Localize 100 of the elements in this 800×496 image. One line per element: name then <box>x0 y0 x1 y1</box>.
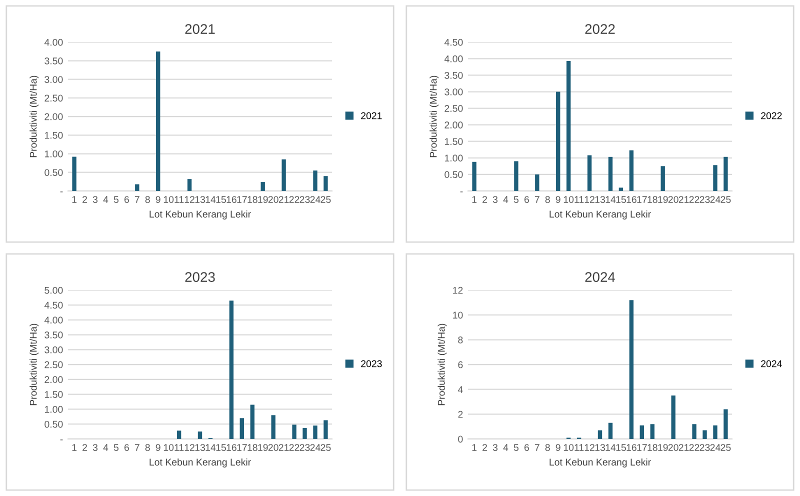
bar <box>702 430 707 439</box>
y-tick-label: 1.00 <box>44 150 63 158</box>
bar <box>671 396 676 439</box>
x-tick-label: 10 <box>564 196 574 203</box>
y-tick-label: 4.50 <box>444 38 463 46</box>
x-tick-label: 7 <box>534 444 540 451</box>
x-tick-label: 14 <box>206 196 216 203</box>
y-tick-label: 3.00 <box>444 88 463 96</box>
y-axis-title: Produktiviti (Mt/Ha) <box>30 76 39 158</box>
bar <box>313 170 318 191</box>
x-tick-label: 24 <box>710 444 720 451</box>
bar <box>660 166 665 191</box>
y-tick-label: 3.00 <box>44 76 63 83</box>
bar <box>692 424 696 439</box>
x-tick-label: 10 <box>564 444 574 451</box>
x-tick-label: 19 <box>658 444 668 451</box>
bar <box>292 424 296 439</box>
x-tick-label: 15 <box>616 444 626 451</box>
y-tick-label: 4.00 <box>444 55 463 62</box>
x-tick-label: 12 <box>584 444 594 451</box>
legend-label: 2023 <box>361 360 382 368</box>
y-tick-label: 3.50 <box>44 332 63 338</box>
x-tick-label: 20 <box>668 196 678 203</box>
bar <box>724 409 728 439</box>
legend-label: 2024 <box>761 360 782 368</box>
x-tick-label: 4 <box>103 444 108 451</box>
bar <box>240 418 244 439</box>
x-tick-label: 1 <box>72 196 77 203</box>
x-tick-label: 15 <box>216 444 226 451</box>
bar <box>514 161 518 191</box>
x-tick-label: 8 <box>145 444 150 451</box>
x-tick-label: 19 <box>658 196 668 203</box>
bar <box>608 156 613 191</box>
x-tick-label: 1 <box>472 196 477 203</box>
x-tick-label: 24 <box>310 444 320 451</box>
x-tick-label: 2 <box>82 444 87 451</box>
x-tick-label: 12 <box>584 196 594 203</box>
y-tick-label: 0.50 <box>44 169 63 176</box>
x-tick-label: 11 <box>174 196 184 203</box>
x-tick-label: 3 <box>492 444 498 451</box>
bar <box>313 426 318 439</box>
bar <box>629 150 634 191</box>
y-tick-label: 2.50 <box>44 94 63 102</box>
x-tick-label: 8 <box>545 196 550 203</box>
x-tick-label: 23 <box>300 444 310 451</box>
y-tick-label: 1.00 <box>444 154 463 162</box>
x-tick-label: 5 <box>514 444 518 451</box>
legend-label: 2022 <box>761 112 782 120</box>
x-tick-label: 12 <box>184 444 194 451</box>
x-tick-label: 20 <box>268 444 278 451</box>
y-tick-label: 1.50 <box>444 138 463 145</box>
bar <box>587 155 592 191</box>
x-tick-label: 4 <box>103 196 108 203</box>
y-axis-title: Produktiviti (Mt/Ha) <box>30 324 39 406</box>
x-tick-label: 11 <box>574 444 584 451</box>
y-tick-label: 0 <box>458 436 463 443</box>
y-tick-label: 3.50 <box>44 57 63 64</box>
x-tick-label: 5 <box>514 196 518 203</box>
y-tick-label: 2.00 <box>444 122 463 128</box>
bar <box>282 159 286 191</box>
x-tick-label: 17 <box>637 196 647 203</box>
x-tick-label: 20 <box>668 444 678 451</box>
legend-label: 2021 <box>361 112 382 120</box>
x-tick-label: 10 <box>164 196 174 203</box>
x-tick-label: 8 <box>145 196 150 203</box>
bar <box>72 156 76 191</box>
x-tick-label: 18 <box>648 444 658 451</box>
y-tick-label: 12 <box>453 286 463 294</box>
bar <box>324 176 328 191</box>
x-tick-label: 2 <box>482 196 487 203</box>
y-tick-label: 4.50 <box>44 302 63 309</box>
x-tick-label: 9 <box>556 196 560 203</box>
x-tick-label: 2 <box>482 444 487 451</box>
bar <box>156 51 160 191</box>
bar <box>198 432 202 439</box>
x-tick-label: 14 <box>206 444 216 451</box>
y-tick-label: 2 <box>458 410 463 418</box>
x-tick-label: 19 <box>258 196 268 203</box>
bar <box>713 165 718 191</box>
x-axis-title: Lot Kebun Kerang Lekir <box>150 210 251 220</box>
x-tick-label: 13 <box>195 196 205 203</box>
x-tick-label: 21 <box>678 196 689 203</box>
bar <box>650 424 654 439</box>
x-tick-label: 11 <box>174 444 184 451</box>
x-tick-label: 15 <box>216 196 226 203</box>
x-tick-label: 22 <box>689 196 700 203</box>
bar <box>260 182 265 191</box>
bar <box>271 415 276 439</box>
x-tick-label: 9 <box>156 444 160 451</box>
x-tick-label: 18 <box>248 444 258 451</box>
bar <box>724 156 728 191</box>
x-tick-label: 15 <box>616 196 626 203</box>
x-tick-label: 21 <box>278 444 289 451</box>
y-tick-label: 2.50 <box>444 105 463 112</box>
bar <box>324 420 328 439</box>
x-tick-label: 25 <box>720 196 731 203</box>
x-tick-label: 6 <box>124 196 129 203</box>
x-tick-label: 24 <box>310 196 320 203</box>
x-tick-label: 3 <box>492 196 498 203</box>
x-tick-label: 4 <box>503 444 508 451</box>
